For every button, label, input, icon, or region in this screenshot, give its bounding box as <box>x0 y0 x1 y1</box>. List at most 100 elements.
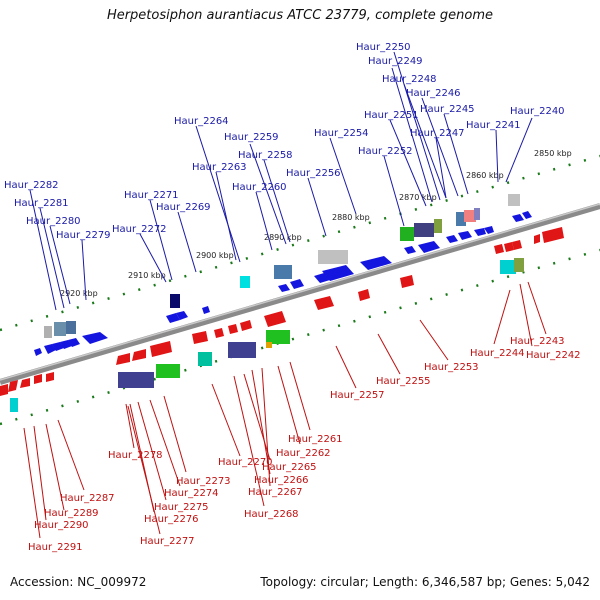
forward-gene <box>522 211 532 219</box>
gene-label: Haur_2290 <box>34 520 89 531</box>
gene-label: Haur_2244 <box>470 348 525 359</box>
gene-label: Haur_2240 <box>510 106 565 117</box>
gene-label: Haur_2248 <box>382 74 437 85</box>
feature-block <box>514 258 524 272</box>
reverse-gene <box>358 289 370 301</box>
forward-strand-genes <box>34 211 532 356</box>
genome-backbone <box>0 203 600 385</box>
reverse-gene <box>46 372 54 382</box>
reverse-gene <box>20 378 30 388</box>
kbp-tick: 2850 kbp <box>534 149 572 158</box>
feature-block <box>456 212 466 226</box>
reverse-gene <box>240 320 252 331</box>
feature-block <box>156 364 180 378</box>
kbp-tick: 2880 kbp <box>332 213 370 222</box>
reverse-gene <box>534 234 540 244</box>
gene-label: Haur_2252 <box>358 146 413 157</box>
gene-label: Haur_2269 <box>156 202 211 213</box>
reverse-gene <box>0 384 8 396</box>
forward-gene <box>418 241 440 253</box>
gene-label: Haur_2280 <box>26 216 81 227</box>
reverse-gene <box>34 374 42 384</box>
gene-label: Haur_2263 <box>192 162 247 173</box>
gene-label: Haur_2255 <box>376 376 431 387</box>
gene-label: Haur_2275 <box>154 502 209 513</box>
gene-label: Haur_2258 <box>238 150 293 161</box>
forward-gene <box>458 231 472 240</box>
gene-label: Haur_2260 <box>232 182 287 193</box>
gene-label: Haur_2281 <box>14 198 69 209</box>
forward-gene <box>202 306 210 314</box>
gene-label: Haur_2271 <box>124 190 179 201</box>
gene-label: Haur_2270 <box>218 457 273 468</box>
forward-gene <box>446 235 458 243</box>
gene-label: Haur_2273 <box>176 476 231 487</box>
gene-label: Haur_2266 <box>254 475 309 486</box>
kbp-tick: 2900 kbp <box>196 251 234 260</box>
gene-label: Haur_2253 <box>424 362 479 373</box>
forward-gene <box>166 313 180 323</box>
reverse-gene <box>264 311 286 327</box>
feature-block <box>10 398 18 412</box>
forward-gene <box>176 311 188 320</box>
bottom-labels: Haur_2243 Haur_2244 Haur_2242 Haur_2253 … <box>28 336 581 553</box>
gene-label: Haur_2268 <box>244 509 299 520</box>
gene-label: Haur_2282 <box>4 180 59 191</box>
gene-label: Haur_2241 <box>466 120 521 131</box>
feature-block <box>274 265 292 279</box>
gene-label: Haur_2287 <box>60 493 115 504</box>
feature-block <box>434 219 442 233</box>
feature-block <box>44 326 52 338</box>
map-title: Herpetosiphon aurantiacus ATCC 23779, co… <box>106 8 494 23</box>
gene-label: Haur_2247 <box>410 128 465 139</box>
feature-block <box>474 208 480 220</box>
forward-gene <box>278 284 290 292</box>
gene-label: Haur_2276 <box>144 514 199 525</box>
gene-label: Haur_2242 <box>526 350 581 361</box>
forward-gene <box>484 226 494 234</box>
feature-block <box>228 342 256 358</box>
feature-block <box>318 250 348 264</box>
feature-block <box>198 352 212 366</box>
kbp-tick: 2860 kbp <box>466 171 504 180</box>
gene-label: Haur_2277 <box>140 536 195 547</box>
forward-gene <box>52 342 64 351</box>
feature-block <box>170 294 180 308</box>
forward-gene <box>82 332 108 344</box>
gene-label: Haur_2264 <box>174 116 229 127</box>
kbp-tick-labels: 2850 kbp 2860 kbp 2870 kbp 2880 kbp 2890… <box>60 149 572 298</box>
reverse-gene <box>228 324 238 334</box>
forward-gene <box>322 265 354 281</box>
forward-gene <box>404 246 416 254</box>
bottom-leader-lines <box>23 281 547 539</box>
feature-block <box>118 372 154 388</box>
feature-block <box>66 321 76 334</box>
forward-gene <box>474 228 486 236</box>
feature-blocks <box>10 194 524 412</box>
topology-label: Topology: circular; Length: 6,346,587 bp… <box>260 575 590 589</box>
forward-gene <box>512 214 524 222</box>
gene-label: Haur_2267 <box>248 487 303 498</box>
reverse-gene <box>542 227 564 243</box>
gene-label: Haur_2245 <box>420 104 475 115</box>
reverse-gene <box>116 353 130 365</box>
reverse-gene <box>314 296 334 310</box>
feature-block <box>500 260 516 274</box>
reverse-gene <box>192 331 208 344</box>
kbp-tick: 2870 kbp <box>399 193 437 202</box>
top-leader-lines <box>29 51 533 311</box>
feature-block <box>54 322 66 336</box>
reverse-gene <box>8 380 18 392</box>
accession-label: Accession: NC_009972 <box>10 575 147 589</box>
gene-label: Haur_2251 <box>364 110 419 121</box>
gene-label: Haur_2272 <box>112 224 167 235</box>
reverse-gene <box>400 275 414 288</box>
kbp-tick: 2910 kbp <box>128 271 166 280</box>
reverse-gene <box>504 242 514 252</box>
forward-gene <box>44 344 56 354</box>
forward-gene <box>60 340 72 349</box>
gene-label: Haur_2250 <box>356 42 411 53</box>
reverse-gene <box>150 341 172 357</box>
feature-block <box>266 330 290 344</box>
gene-label: Haur_2274 <box>164 488 219 499</box>
